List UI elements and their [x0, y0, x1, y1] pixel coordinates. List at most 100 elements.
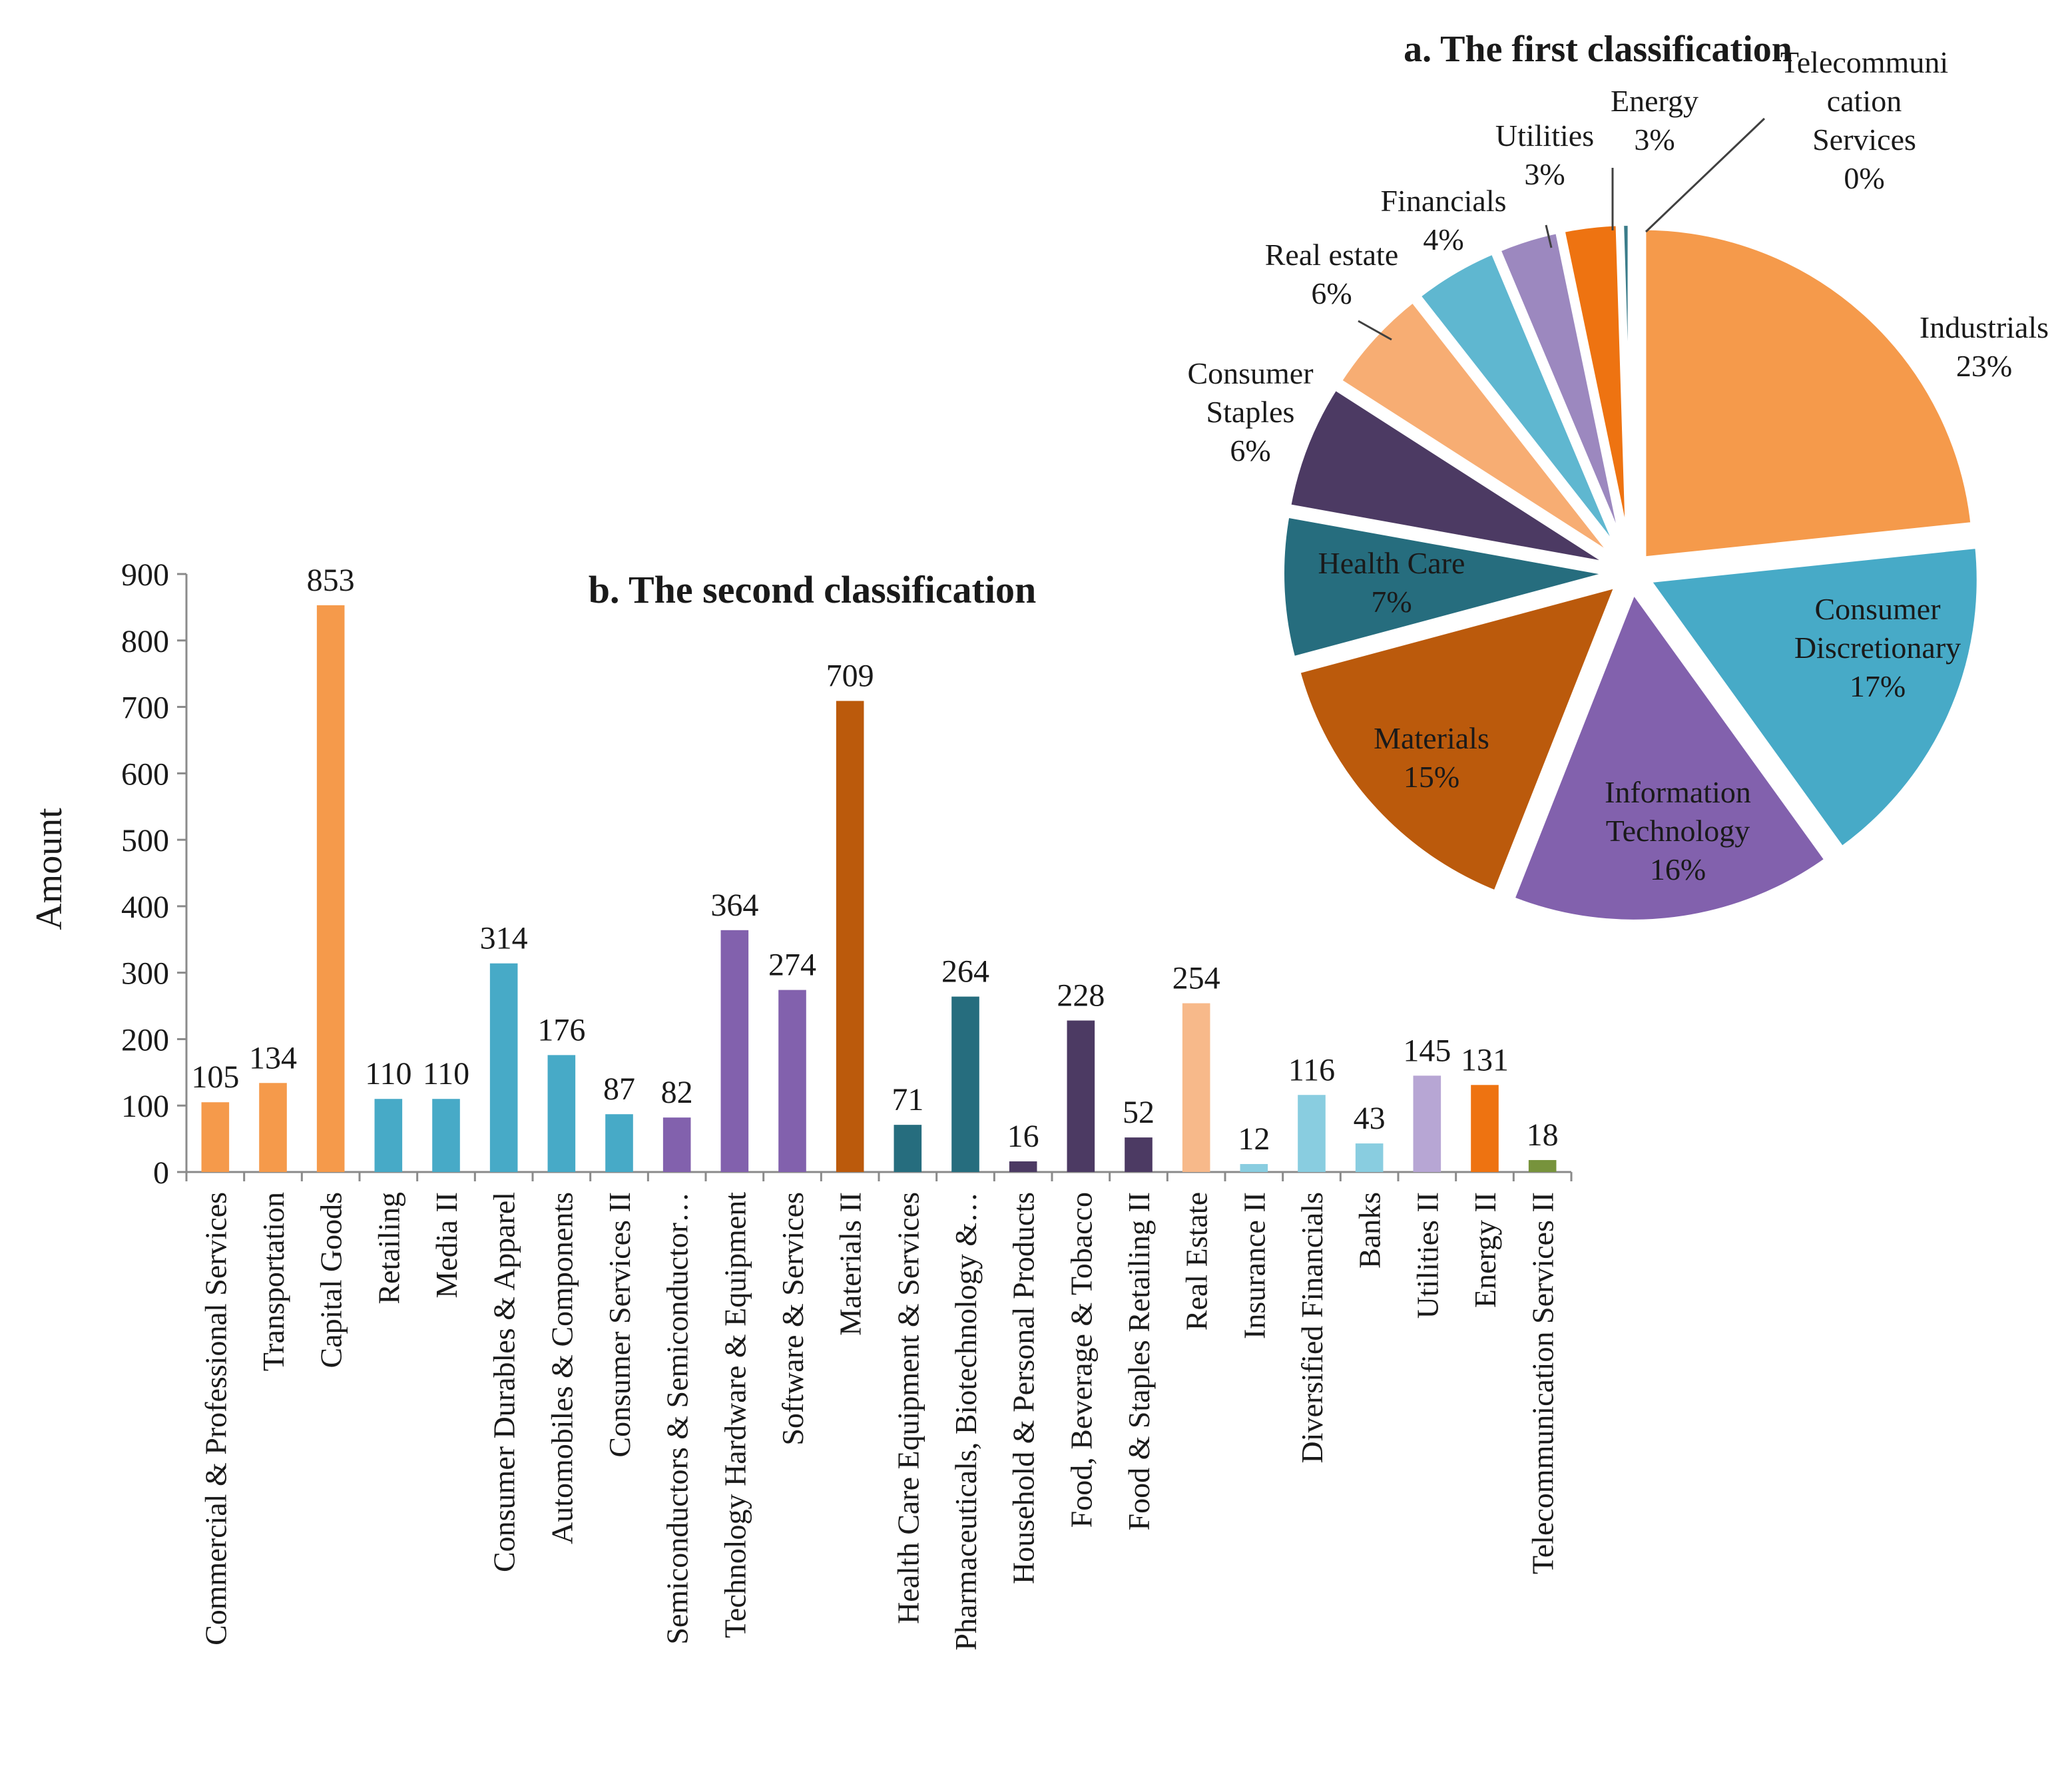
- bar-value-label-media-ii: 110: [423, 1056, 469, 1091]
- bar-value-label-semiconductors-semiconductor: 82: [661, 1075, 693, 1110]
- bar-value-label-household-personal-products: 16: [1007, 1119, 1039, 1154]
- bar-title-text: The second classification: [629, 568, 1036, 611]
- x-tick-label-capital-goods: Capital Goods: [314, 1192, 348, 1368]
- pie-label-line-consumer-staples: Consumer: [1187, 356, 1313, 390]
- y-tick-label: 400: [121, 890, 169, 925]
- bar-value-label-transportation: 134: [249, 1040, 297, 1075]
- pie-label-line-consumer-discretionary: Consumer: [1814, 592, 1940, 626]
- x-tick-label-automobiles-components: Automobiles & Components: [545, 1192, 579, 1544]
- y-tick-label: 500: [121, 823, 169, 858]
- y-tick-label: 800: [121, 624, 169, 659]
- pie-leader-line-telecommunication-services: [1645, 117, 1766, 233]
- bar-value-label-insurance-ii: 12: [1238, 1121, 1270, 1157]
- x-tick-label-retailing: Retailing: [372, 1192, 405, 1305]
- bar-chart: 0 100 200 300 400 500 600 700 800 900 105 Commercia…: [121, 557, 1573, 1651]
- x-tick-label-transportation: Transportation: [256, 1192, 290, 1371]
- pie-label-line-consumer-discretionary: Discretionary: [1794, 631, 1961, 665]
- pie-label-line-telecommunication-services: cation: [1827, 84, 1902, 118]
- bar-value-label-technology-hardware-equipment: 364: [710, 888, 758, 923]
- pie-slice-health-care: [1278, 510, 1615, 665]
- x-tick-label-media-ii: Media II: [429, 1192, 463, 1299]
- x-tick-label-consumer-durables-apparel: Consumer Durables & Apparel: [487, 1192, 521, 1572]
- bar-value-label-utilities-ii: 145: [1403, 1033, 1451, 1068]
- pie-pct-financials: 4%: [1423, 222, 1463, 256]
- y-tick-label: 700: [121, 691, 169, 726]
- bar-commercial-professional-services: [201, 1102, 230, 1172]
- pie-label-line-real-estate: Real estate: [1265, 238, 1399, 272]
- pie-title-text: The first classification: [1440, 29, 1792, 70]
- pie-pct-telecommunication-services: 0%: [1844, 161, 1884, 195]
- x-tick-label-semiconductors-semiconductor: Semiconductors & Semiconductor…: [660, 1192, 694, 1645]
- y-tick-label: 200: [121, 1022, 169, 1057]
- x-tick-label-utilities-ii: Utilities II: [1410, 1192, 1444, 1319]
- x-tick-label-energy-ii: Energy II: [1468, 1192, 1502, 1308]
- bar-value-label-real-estate: 254: [1172, 961, 1220, 996]
- pie-slice-information-technology: [1507, 583, 1833, 926]
- bar-retailing: [374, 1099, 403, 1172]
- bar-food-staples-retailing-ii: [1125, 1137, 1153, 1172]
- pie-pct-utilities: 3%: [1524, 157, 1565, 191]
- pie-label-consumer-discretionary: Consumer Discretionary 17%: [1794, 592, 1961, 703]
- pie-label-materials: Materials 15%: [1374, 721, 1489, 794]
- pie-label-energy: Energy 3%: [1611, 84, 1698, 156]
- pie-leader-line-utilities: [1545, 224, 1553, 248]
- pie-label-information-technology: Information Technology 16%: [1605, 775, 1751, 886]
- x-tick-label-consumer-services-ii: Consumer Services II: [603, 1192, 637, 1458]
- bar-value-label-telecommunication-services-ii: 18: [1527, 1117, 1559, 1153]
- bar-value-label-materials-ii: 709: [826, 659, 874, 694]
- bar-telecommunication-services-ii: [1528, 1160, 1557, 1172]
- bar-value-label-energy-ii: 131: [1461, 1042, 1509, 1077]
- bar-value-label-consumer-durables-apparel: 314: [480, 921, 528, 956]
- bar-software-services: [778, 990, 806, 1172]
- bar-utilities-ii: [1413, 1075, 1441, 1172]
- pie-slice-industrials: [1639, 223, 1978, 564]
- pie-pct-energy: 3%: [1634, 123, 1675, 156]
- bar-materials-ii: [836, 701, 864, 1172]
- pie-slice-telecommunication-services: [1617, 219, 1635, 556]
- bar-value-label-diversified-financials: 116: [1288, 1052, 1335, 1087]
- pie-pct-industrials: 23%: [1956, 349, 2012, 383]
- pie-leader-line-real-estate: [1358, 320, 1392, 341]
- bar-value-label-commercial-professional-services: 105: [191, 1059, 239, 1095]
- pie-label-telecommunication-services: Telecommuni cation Services 0%: [1780, 45, 1948, 195]
- x-tick-label-pharmaceuticals-biotechnology: Pharmaceuticals, Biotechnology &…: [949, 1192, 983, 1651]
- x-tick-label-health-care-equipment-services: Health Care Equipment & Services: [891, 1192, 925, 1624]
- bar-capital-goods: [316, 605, 345, 1172]
- pie-chart: Industrials 23% Consumer Discretionary 17% In…: [1187, 45, 2049, 926]
- y-tick-label: 900: [121, 557, 169, 593]
- pie-label-line-industrials: Industrials: [1920, 310, 2049, 344]
- x-tick-label-household-personal-products: Household & Personal Products: [1007, 1192, 1041, 1584]
- pie-label-line-materials: Materials: [1374, 721, 1489, 755]
- bar-insurance-ii: [1240, 1164, 1268, 1172]
- bar-pharmaceuticals-biotechnology: [951, 996, 979, 1172]
- bar-value-label-capital-goods: 853: [307, 563, 355, 598]
- bar-diversified-financials: [1298, 1095, 1326, 1172]
- bar-value-label-retailing: 110: [365, 1056, 411, 1091]
- pie-slice-materials: [1292, 579, 1624, 898]
- x-tick-label-technology-hardware-equipment: Technology Hardware & Equipment: [718, 1192, 752, 1638]
- pie-label-line-information-technology: Information: [1605, 775, 1751, 809]
- pie-pct-materials: 15%: [1404, 760, 1459, 794]
- pie-pct-real-estate: 6%: [1311, 276, 1352, 310]
- bar-technology-hardware-equipment: [720, 930, 749, 1172]
- x-tick-label-materials-ii: Materials II: [834, 1192, 868, 1336]
- bar-value-label-food-staples-retailing-ii: 52: [1123, 1095, 1155, 1130]
- x-tick-label-telecommunication-services-ii: Telecommunication Services II: [1526, 1192, 1560, 1574]
- bar-automobiles-components: [547, 1055, 576, 1172]
- bar-value-label-banks: 43: [1354, 1101, 1386, 1136]
- pie-title-letter: a: [1404, 29, 1422, 70]
- bar-value-label-health-care-equipment-services: 71: [892, 1082, 923, 1117]
- bar-real-estate: [1182, 1003, 1210, 1172]
- pie-label-health-care: Health Care 7%: [1318, 546, 1465, 619]
- bar-value-label-automobiles-components: 176: [537, 1012, 585, 1047]
- pie-label-line-telecommunication-services: Telecommuni: [1780, 45, 1948, 79]
- pie-label-financials: Financials 4%: [1380, 184, 1506, 256]
- pie-slice-consumer-discretionary: [1641, 541, 1983, 855]
- x-tick-label-real-estate: Real Estate: [1180, 1192, 1214, 1331]
- pie-chart-title: a. The first classification: [1404, 29, 1792, 70]
- bar-food-beverage-tobacco: [1067, 1020, 1095, 1172]
- pie-label-line-telecommunication-services: Services: [1812, 123, 1916, 156]
- y-tick-label: 100: [121, 1089, 169, 1124]
- pie-label-consumer-staples: Consumer Staples 6%: [1187, 356, 1313, 467]
- x-tick-label-commercial-professional-services: Commercial & Professional Services: [198, 1192, 232, 1645]
